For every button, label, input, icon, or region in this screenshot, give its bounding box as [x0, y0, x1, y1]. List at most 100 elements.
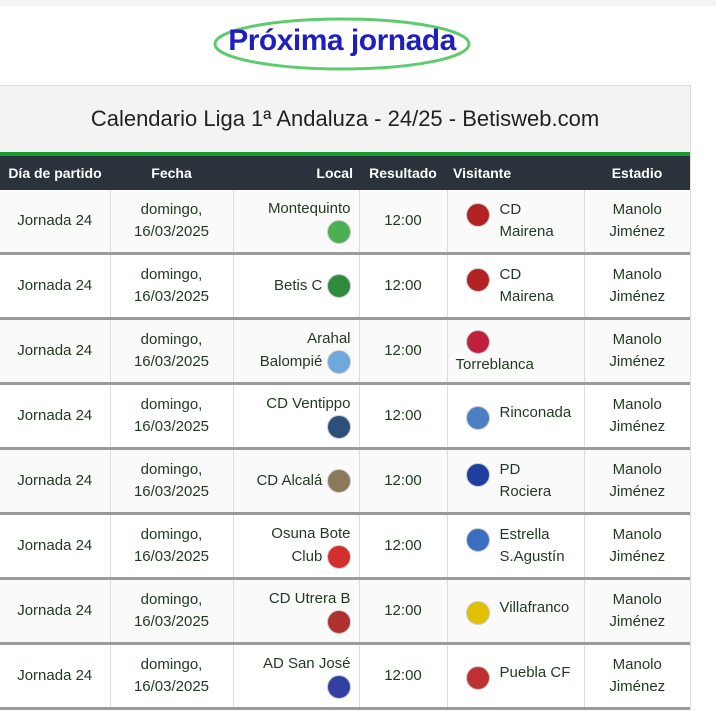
- fecha-cell: domingo, 16/03/2025: [109, 578, 233, 645]
- resultado-cell: 12:00: [358, 190, 447, 255]
- local-cell: CD Utrera B: [232, 578, 359, 645]
- visitor-crest-icon: [465, 463, 490, 487]
- visitor-team-link[interactable]: Torreblanca: [455, 356, 534, 373]
- col-fecha: Fecha: [110, 156, 233, 190]
- visitante-cell: Villafranco: [446, 578, 584, 645]
- green-divider: [0, 152, 690, 156]
- visitor-crest-icon: [465, 203, 490, 227]
- visitor-crest-icon: [465, 666, 490, 690]
- calendar-card: Calendario Liga 1ª Andaluza - 24/25 - Be…: [0, 85, 691, 710]
- local-crest-icon: [326, 469, 351, 493]
- visitante-cell: Estrella S.Agustín: [446, 513, 584, 580]
- green-circle-decoration: [213, 17, 471, 71]
- resultado-cell: 12:00: [358, 448, 447, 515]
- fecha-cell: domingo, 16/03/2025: [109, 448, 233, 515]
- visitor-team-link[interactable]: PD Rociera: [499, 461, 552, 500]
- resultado-cell: 12:00: [358, 513, 447, 580]
- estadio-cell: Manolo Jiménez: [583, 578, 690, 645]
- resultado-cell: 12:00: [358, 318, 447, 385]
- local-team-link[interactable]: Montequinto: [267, 200, 351, 217]
- table-row: Jornada 24 domingo, 16/03/2025 CD Ventip…: [0, 383, 690, 450]
- estadio-cell: Manolo Jiménez: [583, 318, 690, 385]
- col-visitante: Visitante: [447, 156, 584, 190]
- visitor-crest-icon: [465, 601, 490, 625]
- top-bar: [0, 0, 716, 6]
- local-crest-icon: [326, 610, 351, 634]
- table-row: Jornada 24 domingo, 16/03/2025 Arahal Ba…: [0, 318, 690, 385]
- visitante-cell: Torreblanca: [446, 318, 584, 385]
- table-row: Jornada 24 domingo, 16/03/2025 AD San Jo…: [0, 643, 690, 710]
- local-team-link[interactable]: AD San José: [262, 655, 351, 672]
- estadio-cell: Manolo Jiménez: [583, 383, 690, 450]
- visitante-cell: CD Mairena: [446, 253, 584, 320]
- fecha-cell: domingo, 16/03/2025: [109, 643, 233, 710]
- visitante-cell: Puebla CF: [446, 643, 584, 710]
- col-estadio: Estadio: [584, 156, 690, 190]
- local-crest-icon: [326, 675, 351, 699]
- table-row: Jornada 24 domingo, 16/03/2025 Betis C 1…: [0, 253, 690, 320]
- visitor-team-link[interactable]: CD Mairena: [499, 201, 554, 240]
- fecha-cell: domingo, 16/03/2025: [109, 190, 233, 255]
- table-row: Jornada 24 domingo, 16/03/2025 CD Utrera…: [0, 578, 690, 645]
- local-cell: Osuna Bote Club: [232, 513, 359, 580]
- jornada-cell: Jornada 24: [0, 318, 110, 385]
- estadio-cell: Manolo Jiménez: [583, 513, 690, 580]
- fecha-cell: domingo, 16/03/2025: [109, 383, 233, 450]
- local-crest-icon: [326, 274, 351, 298]
- fixtures-table: Día de partido Fecha Local Resultado Vis…: [0, 156, 690, 710]
- local-cell: CD Ventippo: [232, 383, 359, 450]
- visitor-team-link[interactable]: Rinconada: [499, 404, 572, 421]
- visitor-crest-icon: [465, 330, 490, 354]
- jornada-cell: Jornada 24: [0, 643, 110, 710]
- fecha-cell: domingo, 16/03/2025: [109, 253, 233, 320]
- visitor-crest-icon: [465, 528, 490, 552]
- local-team-link[interactable]: CD Ventippo: [266, 395, 351, 412]
- heading-wrap: Próxima jornada: [212, 16, 472, 72]
- col-dia: Día de partido: [0, 156, 110, 190]
- local-team-link[interactable]: Arahal Balompié: [259, 330, 351, 370]
- jornada-cell: Jornada 24: [0, 383, 110, 450]
- table-row: Jornada 24 domingo, 16/03/2025 CD Alcalá…: [0, 448, 690, 515]
- local-cell: Betis C: [232, 253, 359, 320]
- estadio-cell: Manolo Jiménez: [583, 643, 690, 710]
- visitante-cell: Rinconada: [446, 383, 584, 450]
- col-local: Local: [233, 156, 359, 190]
- col-resultado: Resultado: [359, 156, 447, 190]
- visitor-team-link[interactable]: Estrella S.Agustín: [499, 526, 565, 565]
- jornada-cell: Jornada 24: [0, 513, 110, 580]
- table-row: Jornada 24 domingo, 16/03/2025 Osuna Bot…: [0, 513, 690, 580]
- visitor-team-link[interactable]: Villafranco: [499, 599, 570, 616]
- jornada-cell: Jornada 24: [0, 190, 110, 255]
- estadio-cell: Manolo Jiménez: [583, 253, 690, 320]
- local-crest-icon: [326, 350, 351, 374]
- resultado-cell: 12:00: [358, 253, 447, 320]
- local-team-link[interactable]: Osuna Bote Club: [271, 525, 351, 565]
- jornada-cell: Jornada 24: [0, 448, 110, 515]
- visitor-crest-icon: [465, 268, 490, 292]
- local-crest-icon: [326, 220, 351, 244]
- visitor-crest-icon: [465, 406, 490, 430]
- local-team-link[interactable]: CD Alcalá: [256, 471, 323, 489]
- local-cell: Arahal Balompié: [232, 318, 359, 385]
- resultado-cell: 12:00: [358, 578, 447, 645]
- fecha-cell: domingo, 16/03/2025: [109, 513, 233, 580]
- local-cell: AD San José: [232, 643, 359, 710]
- page-title: Próxima jornada: [228, 24, 456, 57]
- visitor-team-link[interactable]: CD Mairena: [499, 266, 554, 305]
- local-crest-icon: [326, 545, 351, 569]
- visitor-team-link[interactable]: Puebla CF: [499, 664, 571, 681]
- table-row: Jornada 24 domingo, 16/03/2025 Montequin…: [0, 190, 690, 255]
- local-cell: Montequinto: [232, 190, 359, 255]
- local-cell: CD Alcalá: [232, 448, 359, 515]
- table-caption: Calendario Liga 1ª Andaluza - 24/25 - Be…: [0, 85, 690, 152]
- jornada-cell: Jornada 24: [0, 578, 110, 645]
- visitante-cell: PD Rociera: [446, 448, 584, 515]
- estadio-cell: Manolo Jiménez: [583, 448, 690, 515]
- resultado-cell: 12:00: [358, 643, 447, 710]
- jornada-cell: Jornada 24: [0, 253, 110, 320]
- resultado-cell: 12:00: [358, 383, 447, 450]
- estadio-cell: Manolo Jiménez: [583, 190, 690, 255]
- local-team-link[interactable]: CD Utrera B: [268, 590, 351, 607]
- visitante-cell: CD Mairena: [446, 190, 584, 255]
- local-team-link[interactable]: Betis C: [273, 276, 323, 294]
